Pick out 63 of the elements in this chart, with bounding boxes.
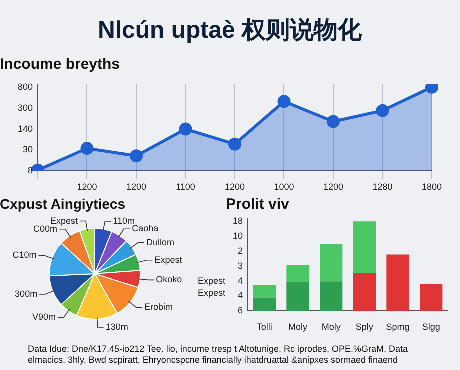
text: 4 (238, 290, 243, 301)
bar (420, 284, 443, 312)
bar (286, 282, 310, 312)
text: Expest (198, 276, 226, 286)
bar (353, 222, 376, 274)
text: 2 (238, 246, 243, 256)
text: 8 (28, 166, 33, 176)
x-tick-label: Moly (288, 322, 308, 332)
x-tick-label: Sply (356, 322, 374, 332)
slice-label: 130m (106, 322, 128, 332)
bar (386, 254, 410, 312)
x-tick-label: 1280 (372, 182, 393, 192)
x-tick-label: 1200 (224, 182, 246, 192)
text: 800 (18, 82, 33, 92)
x-tick-label: Spmg (386, 322, 410, 332)
bar (253, 298, 276, 312)
text: 18 (232, 216, 243, 226)
chart-title: Cxpust Aingiytiecs (0, 196, 126, 212)
x-tick-label: 1200 (77, 182, 98, 192)
chart-title: Incoume breyths (0, 56, 120, 73)
slice-label: Okoko (156, 274, 182, 285)
point (278, 95, 291, 108)
x-tick-label: 1800 (422, 182, 442, 192)
slice-label: C00m (33, 224, 58, 234)
slice-label: Caoha (132, 224, 159, 234)
slice-label: Erobim (144, 302, 174, 312)
slice-label: Expest (154, 254, 183, 265)
bar (353, 274, 376, 312)
bar (253, 285, 276, 298)
point (326, 115, 340, 128)
x-tick-label: 1200 (323, 182, 344, 192)
text: 30 (22, 144, 33, 155)
slice-label: 300m (15, 288, 38, 299)
x-tick-label: 1200 (126, 182, 147, 192)
text: Nlcún uptaè 权则说物化 (96, 16, 363, 46)
point (425, 84, 438, 94)
point (80, 142, 94, 156)
slice-label: Expest (50, 216, 78, 226)
point (376, 104, 390, 118)
text: Expest (198, 288, 226, 298)
point (228, 138, 242, 151)
text: Data Idue: Dne/K17.45-io212 Tee. lio, incume tresp t Altotunige, Rc iprodes, OPE.%GraM, Data elmacics, 3hly, Bwd scpiratt, Ehryoncspcne financially ihatdruattal &anipxes sormaed finaend (28, 344, 410, 366)
x-tick-label: 1100 (176, 182, 196, 192)
text: 140 (18, 124, 33, 134)
point (130, 150, 143, 163)
text: 10 (232, 231, 243, 242)
text: 6 (238, 306, 243, 316)
chart-title: Prolit viv (226, 196, 290, 213)
slice-label: 110m (113, 216, 136, 226)
slice-label: C10m (12, 250, 37, 260)
slice-label: Dullom (146, 237, 174, 248)
x-tick-label: 1000 (274, 182, 294, 192)
x-tick-label: Tolli (256, 322, 272, 332)
bar (320, 244, 343, 282)
x-tick-label: Moly (322, 322, 342, 332)
bar (320, 282, 343, 312)
text: 4 (238, 276, 243, 286)
text: 300 (18, 102, 33, 113)
x-tick-label: Slgg (422, 322, 440, 332)
bar (286, 265, 310, 283)
text: 3 (238, 260, 243, 271)
slice-label: V90m (32, 312, 56, 322)
point (179, 122, 192, 136)
